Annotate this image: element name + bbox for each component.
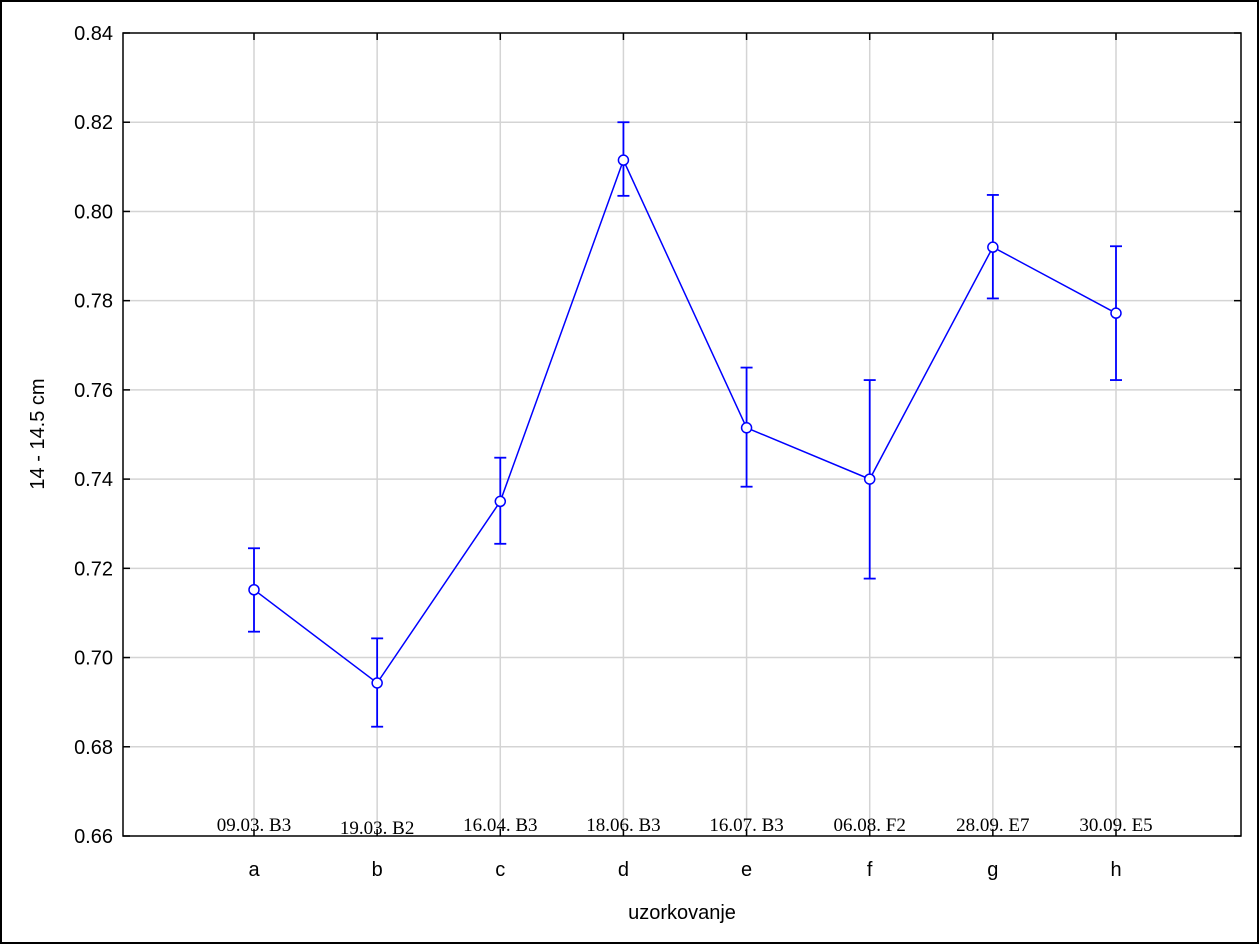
y-tick-label: 0.72 (74, 558, 113, 580)
y-tick-label: 0.80 (74, 201, 113, 223)
x-tick-label: d (618, 859, 629, 881)
y-tick-label: 0.66 (74, 826, 113, 848)
x-tick-label: g (987, 859, 998, 881)
annotation-label: 16.04. B3 (463, 815, 537, 836)
y-axis-title: 14 - 14.5 cm (27, 378, 49, 489)
data-point (371, 677, 383, 689)
x-axis-title: uzorkovanje (628, 902, 736, 924)
y-tick-label: 0.82 (74, 112, 113, 134)
y-tick-label: 0.68 (74, 737, 113, 759)
y-tick-label: 0.78 (74, 291, 113, 313)
y-tick-label: 0.74 (74, 469, 113, 491)
y-tick-label: 0.84 (74, 23, 113, 45)
data-point (863, 473, 876, 485)
y-tick-label: 0.70 (74, 648, 113, 670)
x-tick-label: b (372, 859, 383, 881)
annotation-label: 28.09. E7 (956, 815, 1029, 836)
data-point (740, 422, 753, 434)
data-point (987, 241, 999, 253)
series-line (253, 158, 1117, 685)
annotation-label: 16.07. B3 (709, 815, 783, 836)
data-point (494, 495, 507, 508)
annotations: 09.03. B3 19.03. B2 16.04. B3 18.06. B3 16.0… (217, 815, 1153, 839)
y-axis: 0.66 0.68 0.70 0.72 0.74 0.76 0.78 0.80 0.82 0.84 (74, 23, 1241, 848)
annotation-label: 19.03. B2 (340, 818, 414, 839)
y-tick-label: 0.76 (74, 380, 113, 402)
annotation-label: 30.09. E5 (1079, 815, 1152, 836)
annotation-label: 09.03. B3 (217, 815, 291, 836)
x-tick-label: c (495, 859, 505, 881)
data-point (617, 154, 630, 166)
x-tick-label: f (867, 859, 873, 881)
data-point (248, 583, 260, 596)
annotation-label: 06.08. F2 (834, 815, 906, 836)
x-tick-label: e (741, 859, 752, 881)
series (248, 121, 1122, 728)
x-tick-label: h (1110, 859, 1121, 881)
x-axis: a b c d e f g h (248, 33, 1122, 881)
annotation-label: 18.06. B3 (586, 815, 660, 836)
data-point (1110, 307, 1122, 319)
plot-area-frame (122, 32, 1242, 837)
x-tick-label: a (248, 859, 260, 881)
